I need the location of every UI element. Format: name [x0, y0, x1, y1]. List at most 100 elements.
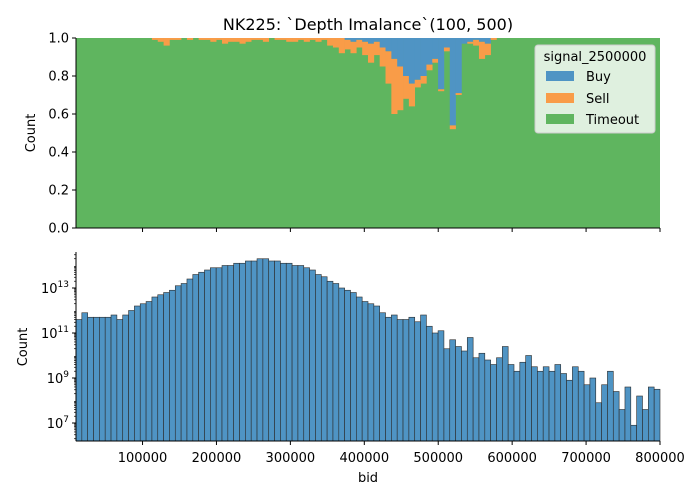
histogram-bar	[204, 269, 211, 442]
histogram-bar	[554, 364, 562, 442]
sell-fill-bar	[455, 93, 462, 95]
sell-fill-bar	[332, 38, 340, 48]
sell-fill-bar	[262, 38, 270, 42]
histogram-bar	[502, 346, 509, 442]
histogram-bar	[309, 269, 316, 442]
bottom-x-tick-label: 100000	[118, 451, 168, 466]
top-y-axis-label: Count	[24, 114, 39, 153]
histogram-bar	[280, 262, 287, 442]
buy-fill-bar	[414, 38, 421, 80]
sell-fill-bar	[356, 39, 363, 48]
histogram-bar	[116, 319, 124, 442]
buy-fill-bar	[467, 38, 474, 42]
top-y-tick-label: 0.4	[48, 146, 69, 161]
histogram-bar	[128, 310, 135, 442]
histogram-bar	[99, 316, 106, 442]
histogram-bar	[104, 316, 112, 442]
sell-fill-bar	[163, 38, 170, 46]
histogram-bar	[478, 352, 486, 442]
legend-entry-timeout: Timeout	[585, 113, 639, 128]
histogram-bar	[636, 395, 643, 442]
sell-fill-bar	[338, 38, 345, 54]
sell-fill-bar	[327, 38, 334, 46]
bottom-x-tick-label: 400000	[339, 451, 389, 466]
sell-fill-bar	[286, 38, 293, 42]
sell-fill-bar	[274, 38, 281, 40]
histogram-bar	[466, 337, 474, 442]
histogram-bar	[169, 289, 176, 442]
buy-fill-bar	[438, 38, 445, 90]
legend-entry-sell: Sell	[586, 92, 609, 107]
legend-frame	[534, 44, 656, 134]
legend-entry-buy: Buy	[586, 70, 611, 85]
sell-fill-bar	[297, 38, 305, 40]
histogram-bar	[256, 258, 264, 442]
histogram-bar	[163, 292, 170, 442]
histogram-bar	[484, 359, 491, 442]
sell-fill-bar	[473, 39, 480, 46]
histogram-bar	[595, 402, 602, 442]
sell-fill-bar	[169, 38, 176, 40]
histogram-bar	[285, 262, 293, 442]
histogram-bar	[396, 319, 404, 442]
bottom-y-axis-label: Count	[16, 328, 31, 367]
sell-fill-bar	[233, 38, 240, 42]
sell-fill-bar	[257, 38, 264, 40]
histogram-bar	[420, 314, 427, 442]
buy-fill-bar	[356, 38, 363, 40]
histogram-bar	[210, 267, 217, 442]
bottom-y-tick-label: 109	[47, 370, 70, 387]
histogram-bar	[373, 305, 380, 442]
histogram-bar	[566, 379, 573, 442]
histogram-bar	[402, 319, 410, 442]
legend-swatch-sell	[546, 93, 574, 103]
sell-fill-bar	[303, 38, 310, 42]
buy-fill-bar	[397, 38, 404, 67]
histogram-bar	[653, 388, 661, 442]
sell-fill-bar	[403, 76, 410, 99]
buy-fill-bar	[426, 38, 433, 65]
histogram-bar	[560, 373, 567, 442]
histogram-bar	[151, 296, 159, 442]
sell-fill-bar	[198, 38, 205, 40]
bottom-x-tick-label: 700000	[561, 451, 611, 466]
bottom-y-tick-label: 107	[47, 415, 69, 432]
sell-fill-bar	[397, 66, 404, 111]
histogram-bar	[589, 377, 597, 442]
histogram-bar	[134, 305, 141, 442]
buy-fill-bar	[432, 38, 439, 59]
histogram-bar	[332, 283, 340, 442]
histogram-bar	[431, 332, 439, 442]
buy-fill-bar	[449, 38, 456, 126]
histogram-bar	[385, 316, 392, 442]
buy-fill-bar	[379, 38, 386, 48]
buy-fill-bar	[420, 38, 427, 76]
histogram-bar	[291, 265, 299, 442]
histogram-bar	[437, 330, 445, 442]
histogram-bar	[490, 364, 497, 442]
sell-fill-bar	[391, 58, 398, 114]
histogram-bar	[426, 325, 433, 442]
sell-fill-bar	[420, 76, 427, 84]
histogram-bar	[227, 265, 234, 442]
histogram-bar	[361, 301, 369, 442]
histogram-bar	[320, 276, 328, 442]
sell-fill-bar	[385, 51, 392, 84]
histogram-bar	[513, 370, 521, 442]
sell-fill-bar	[467, 41, 474, 44]
fill-chart-panel: NK225: `Depth Imalance`(100, 500) 0.0 0.2…	[24, 15, 661, 237]
histogram-bar	[391, 314, 398, 442]
histogram-bar	[443, 348, 451, 442]
bottom-x-tick-label: 800000	[635, 451, 685, 466]
histogram-bar	[519, 361, 526, 442]
histogram-bar	[250, 260, 258, 442]
histogram-bar	[542, 366, 550, 442]
histogram-bar	[180, 283, 188, 442]
bottom-x-tick-label: 500000	[413, 451, 463, 466]
histogram-bar	[472, 357, 480, 442]
buy-fill-bar	[461, 38, 468, 44]
histogram-bar	[145, 301, 153, 442]
histogram-bar	[186, 278, 194, 442]
histogram-bar	[110, 314, 118, 442]
